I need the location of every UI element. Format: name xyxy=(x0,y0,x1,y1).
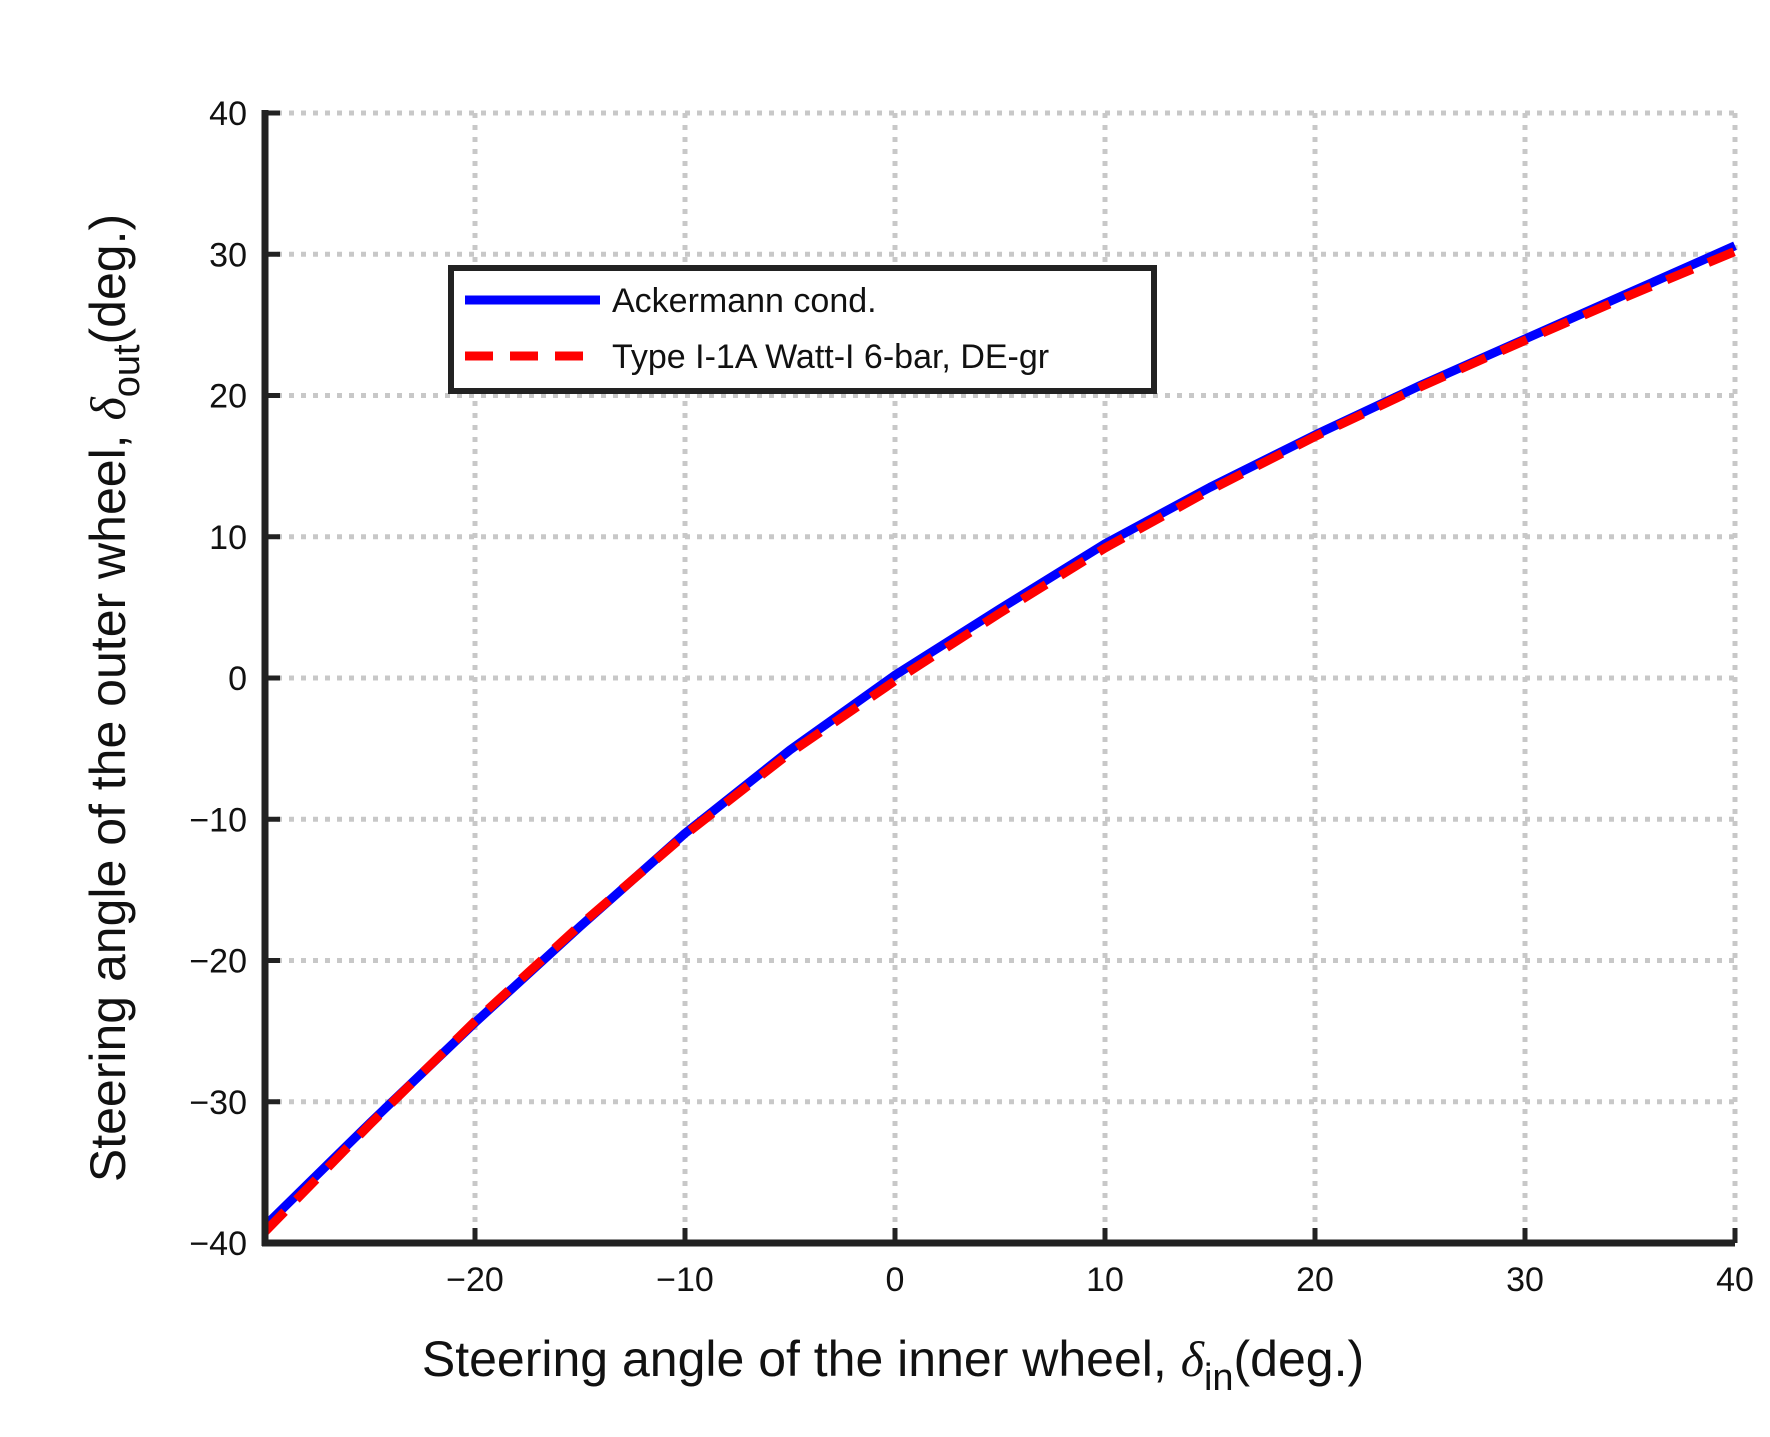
x-axis-title-symbol: δ xyxy=(1181,1331,1205,1387)
y-tick-label: −40 xyxy=(189,1225,247,1263)
ticks: −20 −10 0 10 20 30 40 −40 −30 −20 −10 0 10 20 30 40 xyxy=(189,95,1754,1299)
x-tick-label: 30 xyxy=(1506,1261,1544,1299)
y-axis-title: Steering angle of the outer wheel, δout(… xyxy=(80,214,148,1182)
legend-label-ackermann: Ackermann cond. xyxy=(612,282,877,320)
x-tick-label: −20 xyxy=(446,1261,504,1299)
x-tick-label: −10 xyxy=(656,1261,714,1299)
legend: Ackermann cond. Type I-1A Watt-I 6-bar, … xyxy=(448,265,1157,394)
y-axis-title-suffix: (deg.) xyxy=(80,214,136,345)
legend-label-type-i-1a: Type I-1A Watt-I 6-bar, DE-gr xyxy=(612,338,1049,376)
y-tick-label: 30 xyxy=(209,236,247,274)
legend-box xyxy=(448,265,1157,394)
x-axis-title-subscript: in xyxy=(1204,1357,1234,1399)
y-tick-label: 10 xyxy=(209,519,247,557)
y-tick-label: 0 xyxy=(228,660,247,698)
y-tick-label: −10 xyxy=(189,801,247,839)
y-tick-label: −30 xyxy=(189,1084,247,1122)
x-axis-title-suffix: (deg.) xyxy=(1234,1331,1365,1387)
y-tick-label: 20 xyxy=(209,378,247,416)
y-axis-title-main: Steering angle of the outer wheel, xyxy=(80,421,136,1183)
x-tick-label: 10 xyxy=(1086,1261,1124,1299)
y-axis-title-subscript: out xyxy=(106,344,148,397)
series-layer xyxy=(261,241,1737,1235)
series-line-1 xyxy=(261,247,1737,1235)
y-tick-label: 40 xyxy=(209,95,247,133)
x-tick-label: 20 xyxy=(1296,1261,1334,1299)
x-tick-label: 0 xyxy=(886,1261,905,1299)
y-axis-title-symbol: δ xyxy=(80,397,136,421)
x-axis-title: Steering angle of the inner wheel, δin(d… xyxy=(422,1331,1364,1399)
x-tick-label: 40 xyxy=(1716,1261,1754,1299)
x-axis-title-main: Steering angle of the inner wheel, xyxy=(422,1331,1181,1387)
y-tick-label: −20 xyxy=(189,943,247,981)
